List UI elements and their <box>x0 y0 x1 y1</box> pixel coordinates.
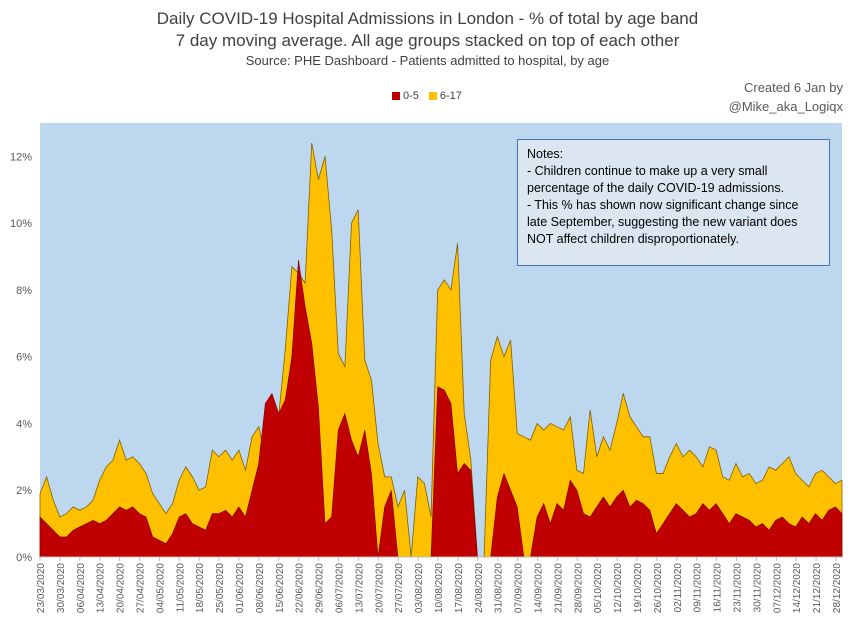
x-tick-label: 03/08/2020 <box>414 563 425 613</box>
x-tick-label: 18/05/2020 <box>195 563 206 613</box>
legend-item-0-5: 0-5 <box>392 90 419 102</box>
chart-source: Source: PHE Dashboard - Patients admitte… <box>245 53 610 68</box>
x-tick-label: 23/11/2020 <box>733 563 744 613</box>
chart-title-block: Daily COVID-19 Hospital Admissions in Lo… <box>0 8 855 70</box>
x-tick-label: 24/08/2020 <box>474 563 485 613</box>
x-tick-label: 29/06/2020 <box>315 563 326 613</box>
x-tick-label: 23/03/2020 <box>36 563 47 613</box>
y-tick-label: 10% <box>10 218 32 230</box>
y-tick-label: 12% <box>10 151 32 163</box>
x-tick-label: 30/11/2020 <box>752 563 763 613</box>
x-tick-label: 10/08/2020 <box>434 563 445 613</box>
y-tick-label: 4% <box>16 418 32 430</box>
credit-block: Created 6 Jan by @Mike_aka_Logiqx <box>729 78 843 116</box>
chart-title: Daily COVID-19 Hospital Admissions in Lo… <box>156 9 699 28</box>
legend-label-0-5: 0-5 <box>403 90 419 102</box>
notes-heading: Notes: <box>527 147 564 161</box>
y-tick-label: 0% <box>16 552 32 564</box>
x-tick-label: 27/04/2020 <box>136 563 147 613</box>
x-tick-label: 15/06/2020 <box>275 563 286 613</box>
notes-line: percentage of the daily COVID-19 admissi… <box>527 181 785 195</box>
x-tick-label: 05/10/2020 <box>593 563 604 613</box>
y-axis-ticks: 0% 2% 4% 6% 8% 10% 12% <box>10 151 32 564</box>
series-area-0-5 <box>39 259 843 558</box>
x-tick-label: 20/07/2020 <box>374 563 385 613</box>
x-tick-label: 02/11/2020 <box>673 563 684 613</box>
x-tick-label: 21/12/2020 <box>812 563 823 613</box>
y-tick-label: 6% <box>16 352 32 364</box>
x-tick-label: 14/12/2020 <box>792 563 803 613</box>
x-tick-label: 11/05/2020 <box>175 563 186 613</box>
chart-subtitle: 7 day moving average. All age groups sta… <box>175 31 680 50</box>
stacked-areas <box>39 142 843 558</box>
x-tick-label: 20/04/2020 <box>116 563 127 613</box>
legend: 0-5 6-17 <box>392 90 462 102</box>
x-tick-label: 22/06/2020 <box>295 563 306 613</box>
x-tick-label: 30/03/2020 <box>56 563 67 613</box>
x-tick-label: 04/05/2020 <box>155 563 166 613</box>
y-tick-label: 2% <box>16 485 32 497</box>
x-tick-label: 01/06/2020 <box>235 563 246 613</box>
y-tick-label: 8% <box>16 285 32 297</box>
notes-box: Notes: - Children continue to make up a … <box>517 139 830 266</box>
legend-swatch-6-17 <box>428 92 437 100</box>
x-tick-label: 26/10/2020 <box>653 563 664 613</box>
legend-item-6-17: 6-17 <box>428 90 462 102</box>
legend-swatch-0-5 <box>392 92 400 100</box>
x-axis-ticks: 23/03/2020 30/03/2020 06/04/2020 13/04/2020… <box>36 557 843 613</box>
x-tick-label: 14/09/2020 <box>534 563 545 613</box>
x-tick-label: 16/11/2020 <box>713 563 724 613</box>
series-area-6-17 <box>39 142 843 558</box>
notes-line: - Children continue to make up a very sm… <box>527 164 768 178</box>
x-tick-label: 06/07/2020 <box>335 563 346 613</box>
credit-line-1: Created 6 Jan by <box>743 80 843 95</box>
notes-line: NOT affect children disproportionately. <box>527 232 739 246</box>
x-tick-label: 08/06/2020 <box>255 563 266 613</box>
x-tick-label: 27/07/2020 <box>394 563 405 613</box>
x-tick-label: 25/05/2020 <box>215 563 226 613</box>
x-tick-label: 13/07/2020 <box>354 563 365 613</box>
x-tick-label: 06/04/2020 <box>76 563 87 613</box>
notes-line: late September, suggesting the new varia… <box>527 215 798 229</box>
x-tick-label: 12/10/2020 <box>613 563 624 613</box>
x-tick-label: 07/09/2020 <box>514 563 525 613</box>
x-tick-label: 09/11/2020 <box>693 563 704 613</box>
x-tick-label: 28/09/2020 <box>573 563 584 613</box>
x-tick-label: 13/04/2020 <box>96 563 107 613</box>
x-tick-label: 21/09/2020 <box>553 563 564 613</box>
x-tick-label: 31/08/2020 <box>494 563 505 613</box>
notes-line: - This % has shown now significant chang… <box>527 198 799 212</box>
x-tick-label: 07/12/2020 <box>772 563 783 613</box>
x-tick-label: 19/10/2020 <box>633 563 644 613</box>
credit-line-2: @Mike_aka_Logiqx <box>728 99 843 114</box>
x-tick-label: 28/12/2020 <box>832 563 843 613</box>
legend-label-6-17: 6-17 <box>439 90 462 102</box>
x-tick-label: 17/08/2020 <box>454 563 465 613</box>
